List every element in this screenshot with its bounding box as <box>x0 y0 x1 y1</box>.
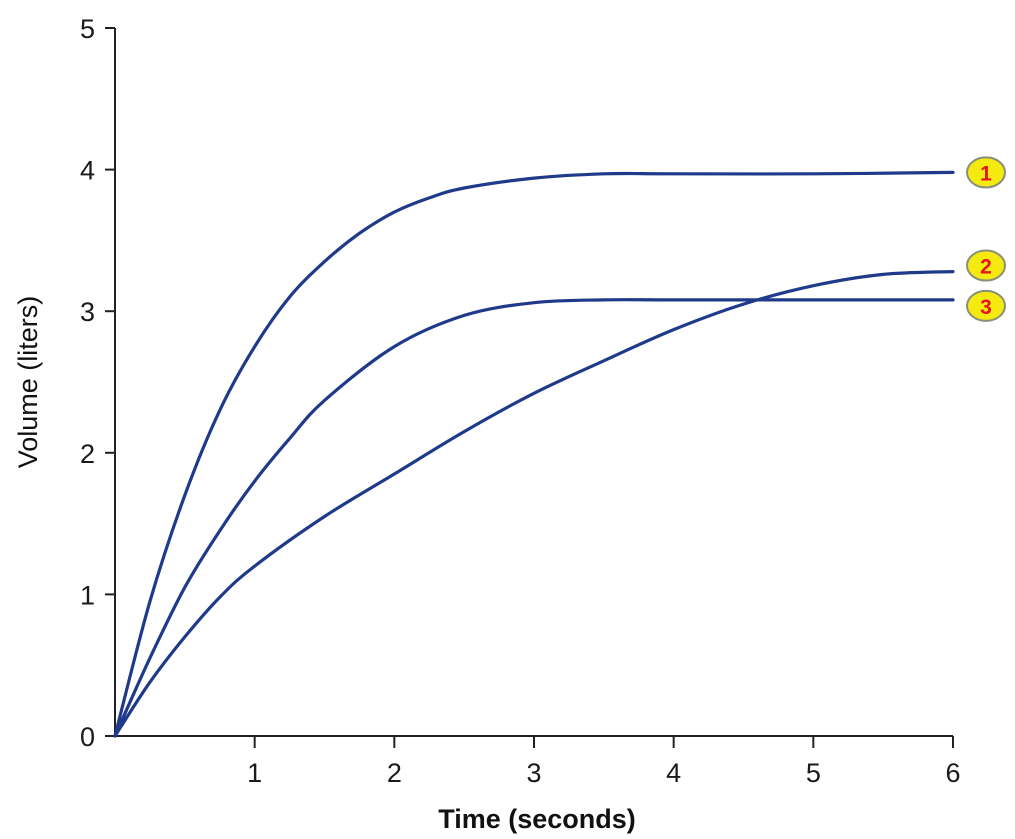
x-tick-label: 4 <box>666 758 681 788</box>
y-tick-label: 1 <box>80 580 95 610</box>
series-badge-3 <box>966 289 1006 322</box>
y-tick-label: 0 <box>80 722 95 752</box>
x-tick-label: 1 <box>247 758 262 788</box>
series-line-3 <box>113 298 955 738</box>
series-line-2 <box>113 270 955 738</box>
series-lines <box>113 170 955 738</box>
y-axis-ticks: 0 1 2 3 4 5 <box>80 14 115 752</box>
x-tick-label: 3 <box>526 758 541 788</box>
x-tick-label: 2 <box>387 758 402 788</box>
x-tick-label: 5 <box>806 758 821 788</box>
y-tick-label: 2 <box>80 439 95 469</box>
series-badge-label-3: 3 <box>980 296 992 319</box>
series-badge-2 <box>966 249 1006 282</box>
series-badge-1 <box>966 156 1006 189</box>
y-tick-label: 3 <box>80 297 95 327</box>
series-badges: 1 2 3 <box>966 156 1006 322</box>
y-tick-label: 5 <box>80 14 95 44</box>
x-tick-label: 6 <box>945 758 960 788</box>
series-badge-label-1: 1 <box>980 162 992 185</box>
y-tick-label: 4 <box>80 156 95 186</box>
x-axis-ticks: 1 2 3 4 5 6 <box>247 736 961 788</box>
x-axis-title: Time (seconds) <box>438 804 636 834</box>
series-badge-label-2: 2 <box>980 256 992 279</box>
series-line-1 <box>113 170 955 738</box>
y-axis-title: Volume (liters) <box>13 296 43 469</box>
